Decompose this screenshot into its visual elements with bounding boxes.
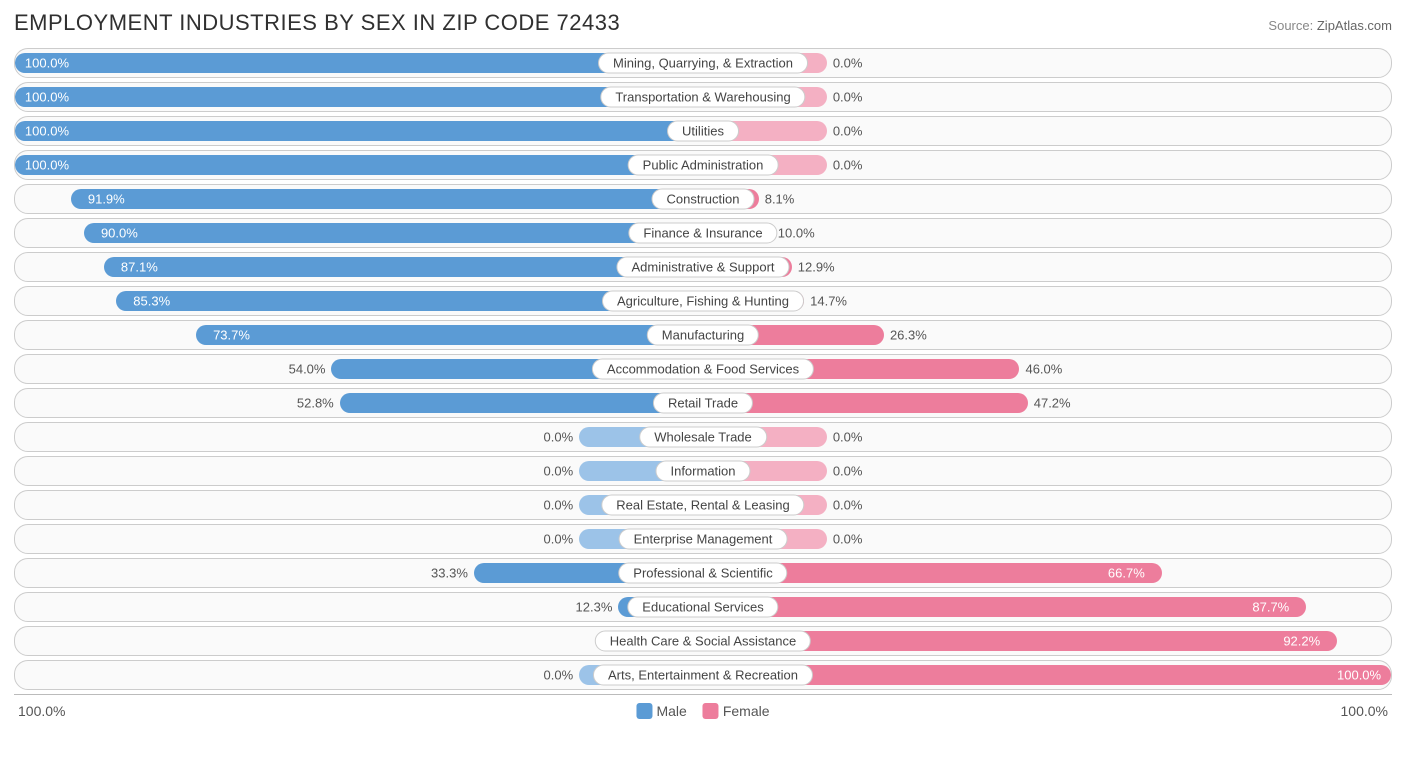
- female-bar: [703, 597, 1306, 617]
- male-value: 100.0%: [25, 56, 69, 71]
- chart-row: 0.0% 0.0% Real Estate, Rental & Leasing: [14, 490, 1392, 520]
- female-value: 14.7%: [810, 294, 847, 309]
- male-value: 33.3%: [431, 566, 468, 581]
- row-label: Real Estate, Rental & Leasing: [601, 495, 804, 516]
- male-swatch-icon: [636, 703, 652, 719]
- male-bar: [340, 393, 703, 413]
- axis-left-label: 100.0%: [18, 703, 65, 719]
- row-label: Information: [655, 461, 750, 482]
- row-label: Construction: [652, 189, 755, 210]
- row-label: Educational Services: [627, 597, 778, 618]
- chart-row: 0.0% 100.0% Arts, Entertainment & Recreati…: [14, 660, 1392, 690]
- female-value: 0.0%: [833, 430, 863, 445]
- female-value: 0.0%: [833, 158, 863, 173]
- diverging-bar-chart: 100.0% 0.0% Mining, Quarrying, & Extractio…: [14, 48, 1392, 695]
- row-label: Accommodation & Food Services: [592, 359, 814, 380]
- chart-title: EMPLOYMENT INDUSTRIES BY SEX IN ZIP CODE…: [14, 10, 620, 36]
- male-value: 0.0%: [544, 430, 574, 445]
- female-value: 92.2%: [1283, 634, 1320, 649]
- chart-row: 73.7% 26.3% Manufacturing: [14, 320, 1392, 350]
- legend-female: Female: [703, 703, 770, 719]
- chart-row: 12.3% 87.7% Educational Services: [14, 592, 1392, 622]
- chart-row: 0.0% 0.0% Enterprise Management: [14, 524, 1392, 554]
- row-label: Agriculture, Fishing & Hunting: [602, 291, 804, 312]
- legend-male: Male: [636, 703, 686, 719]
- row-label: Mining, Quarrying, & Extraction: [598, 53, 808, 74]
- chart-row: 91.9% 8.1% Construction: [14, 184, 1392, 214]
- source-name: ZipAtlas.com: [1317, 18, 1392, 33]
- female-value: 12.9%: [798, 260, 835, 275]
- male-value: 0.0%: [544, 668, 574, 683]
- female-value: 0.0%: [833, 464, 863, 479]
- male-value: 85.3%: [133, 294, 170, 309]
- male-bar: [84, 223, 703, 243]
- male-value: 90.0%: [101, 226, 138, 241]
- female-value: 46.0%: [1025, 362, 1062, 377]
- female-value: 0.0%: [833, 498, 863, 513]
- male-value: 91.9%: [88, 192, 125, 207]
- source-label: Source:: [1268, 18, 1313, 33]
- row-label: Utilities: [667, 121, 739, 142]
- row-label: Administrative & Support: [616, 257, 789, 278]
- row-label: Enterprise Management: [619, 529, 788, 550]
- female-value: 26.3%: [890, 328, 927, 343]
- male-bar: [71, 189, 703, 209]
- male-value: 54.0%: [289, 362, 326, 377]
- female-value: 47.2%: [1034, 396, 1071, 411]
- female-value: 66.7%: [1108, 566, 1145, 581]
- female-value: 10.0%: [778, 226, 815, 241]
- chart-legend: 100.0% Male Female 100.0%: [14, 695, 1392, 723]
- male-value: 0.0%: [544, 498, 574, 513]
- row-label: Transportation & Warehousing: [600, 87, 805, 108]
- row-label: Health Care & Social Assistance: [595, 631, 811, 652]
- male-value: 100.0%: [25, 158, 69, 173]
- source-attribution: Source: ZipAtlas.com: [1268, 18, 1392, 33]
- male-value: 12.3%: [576, 600, 613, 615]
- chart-row: 0.0% 0.0% Information: [14, 456, 1392, 486]
- row-label: Arts, Entertainment & Recreation: [593, 665, 813, 686]
- chart-row: 85.3% 14.7% Agriculture, Fishing & Hunting: [14, 286, 1392, 316]
- female-value: 0.0%: [833, 532, 863, 547]
- chart-header: EMPLOYMENT INDUSTRIES BY SEX IN ZIP CODE…: [14, 10, 1392, 36]
- axis-right-label: 100.0%: [1341, 703, 1388, 719]
- row-label: Manufacturing: [647, 325, 759, 346]
- male-value: 52.8%: [297, 396, 334, 411]
- male-value: 0.0%: [544, 464, 574, 479]
- male-bar: [104, 257, 703, 277]
- row-label: Public Administration: [628, 155, 779, 176]
- male-bar: [15, 155, 703, 175]
- chart-row: 100.0% 0.0% Public Administration: [14, 150, 1392, 180]
- female-value: 87.7%: [1252, 600, 1289, 615]
- female-value: 0.0%: [833, 56, 863, 71]
- male-value: 100.0%: [25, 90, 69, 105]
- chart-row: 7.8%92.2%Health Care & Social Assistance: [14, 626, 1392, 656]
- chart-row: 100.0% 0.0% Transportation & Warehousing: [14, 82, 1392, 112]
- row-label: Finance & Insurance: [628, 223, 777, 244]
- row-label: Professional & Scientific: [618, 563, 787, 584]
- female-value: 100.0%: [1337, 668, 1381, 683]
- chart-row: 33.3% 66.7% Professional & Scientific: [14, 558, 1392, 588]
- female-value: 8.1%: [765, 192, 795, 207]
- row-label: Wholesale Trade: [639, 427, 767, 448]
- female-value: 0.0%: [833, 90, 863, 105]
- chart-row: 0.0% 0.0% Wholesale Trade: [14, 422, 1392, 452]
- male-bar: [15, 121, 703, 141]
- male-value: 73.7%: [213, 328, 250, 343]
- male-value: 87.1%: [121, 260, 158, 275]
- row-label: Retail Trade: [653, 393, 753, 414]
- male-value: 0.0%: [544, 532, 574, 547]
- chart-row: 54.0% 46.0% Accommodation & Food Services: [14, 354, 1392, 384]
- chart-row: 90.0% 10.0%Finance & Insurance: [14, 218, 1392, 248]
- chart-row: 100.0% 0.0% Utilities: [14, 116, 1392, 146]
- chart-row: 87.1% 12.9% Administrative & Support: [14, 252, 1392, 282]
- male-value: 100.0%: [25, 124, 69, 139]
- female-value: 0.0%: [833, 124, 863, 139]
- chart-row: 52.8% 47.2% Retail Trade: [14, 388, 1392, 418]
- female-swatch-icon: [703, 703, 719, 719]
- chart-row: 100.0% 0.0% Mining, Quarrying, & Extractio…: [14, 48, 1392, 78]
- male-bar: [196, 325, 703, 345]
